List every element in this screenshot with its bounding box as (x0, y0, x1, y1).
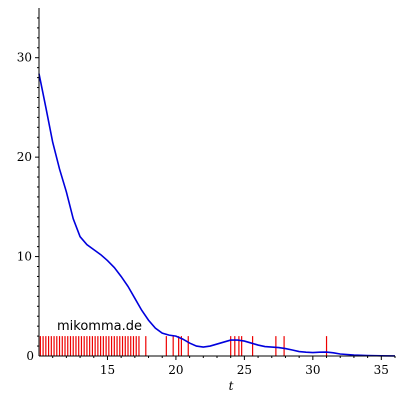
rug-marks (39, 336, 328, 356)
y-tick-label: 20 (17, 150, 32, 164)
y-origin-label: 0 (26, 349, 34, 363)
x-tick-label: 30 (305, 363, 320, 377)
density-curve (38, 73, 396, 357)
x-tick-label: 20 (168, 363, 183, 377)
y-tick-label: 10 (17, 250, 32, 264)
x-ticks: 15 20 25 30 35 (52, 356, 396, 377)
x-tick-label: 25 (237, 363, 252, 377)
y-tick-label: 30 (17, 51, 32, 65)
y-ticks: 10 20 30 (17, 17, 39, 347)
x-tick-label: 15 (100, 363, 115, 377)
watermark-text: mikomma.de (57, 319, 142, 334)
x-axis-label: t (229, 379, 234, 393)
x-tick-label: 35 (374, 363, 389, 377)
